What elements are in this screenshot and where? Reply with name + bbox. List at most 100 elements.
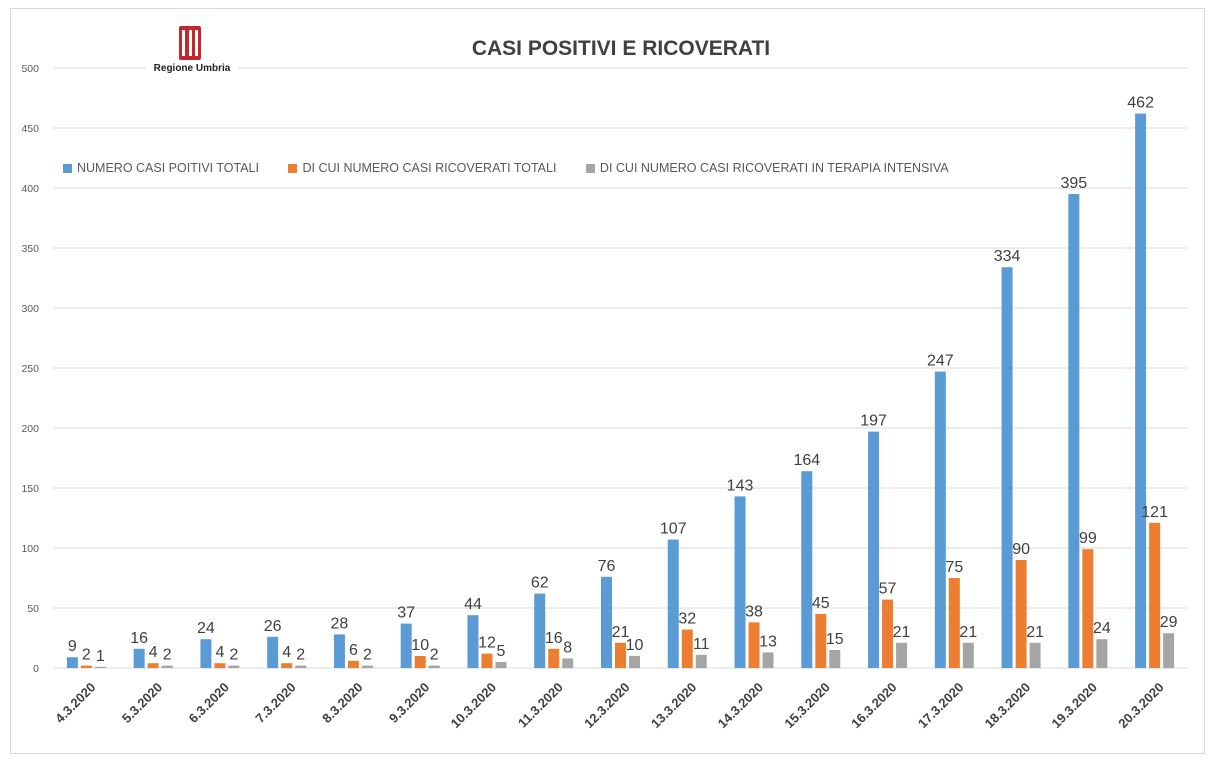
bar — [748, 622, 760, 668]
bar — [934, 371, 946, 668]
data-label: 6 — [349, 642, 358, 659]
y-tick-label: 450 — [21, 123, 39, 135]
data-label: 164 — [793, 452, 820, 469]
y-tick-label: 300 — [21, 303, 39, 315]
data-label: 44 — [464, 596, 482, 613]
bar — [295, 665, 307, 668]
chart-legend: NUMERO CASI POITIVI TOTALI DI CUI NUMERO… — [63, 161, 975, 175]
coat-of-arms-icon — [179, 26, 201, 60]
x-tick-label: 16.3.2020 — [848, 680, 900, 732]
data-label: 38 — [745, 603, 763, 620]
y-tick-label: 100 — [21, 543, 39, 555]
bar — [66, 657, 78, 668]
legend-label: DI CUI NUMERO CASI RICOVERATI IN TERAPIA… — [599, 161, 949, 175]
bar — [1082, 549, 1094, 668]
bar — [695, 654, 707, 668]
bar — [133, 648, 145, 668]
data-label: 24 — [197, 620, 215, 637]
data-label: 143 — [727, 477, 754, 494]
data-label: 11 — [693, 636, 710, 653]
bar — [815, 614, 827, 668]
legend-item-hospitalized: DI CUI NUMERO CASI RICOVERATI TOTALI — [288, 161, 556, 175]
data-label: 75 — [945, 559, 963, 576]
data-label: 21 — [893, 624, 911, 641]
bar — [762, 652, 774, 668]
x-tick-label: 9.3.2020 — [386, 680, 432, 726]
bar — [414, 656, 426, 668]
bar — [548, 648, 560, 668]
bar — [333, 634, 345, 668]
bar — [481, 653, 493, 668]
bar — [1149, 522, 1161, 668]
data-label: 197 — [860, 413, 887, 430]
chart-title: CASI POSITIVI E RICOVERATI — [471, 37, 771, 60]
legend-item-intensive-care: DI CUI NUMERO CASI RICOVERATI IN TERAPIA… — [585, 161, 949, 175]
legend-label: DI CUI NUMERO CASI RICOVERATI TOTALI — [302, 161, 557, 175]
bar — [629, 656, 640, 668]
data-label: 21 — [959, 624, 977, 641]
bar — [147, 663, 159, 668]
data-label: 45 — [812, 595, 830, 612]
data-label: 76 — [598, 558, 616, 575]
data-label: 21 — [612, 624, 630, 641]
x-tick-label: 14.3.2020 — [715, 680, 767, 732]
bar — [1029, 642, 1041, 668]
data-label: 24 — [1093, 620, 1111, 637]
bar — [829, 650, 841, 668]
x-tick-label: 11.3.2020 — [515, 680, 566, 731]
y-tick-label: 250 — [21, 363, 39, 375]
bar — [228, 665, 240, 668]
data-label: 99 — [1079, 530, 1097, 547]
data-label: 2 — [363, 647, 372, 664]
regione-umbria-logo: Regione Umbria — [146, 23, 238, 79]
x-tick-label: 10.3.2020 — [448, 680, 500, 732]
bar — [214, 663, 226, 668]
data-label: 4 — [282, 644, 291, 661]
bar — [495, 662, 507, 668]
y-tick-label: 50 — [27, 603, 39, 615]
data-label: 57 — [879, 581, 897, 598]
data-label: 462 — [1127, 95, 1154, 112]
data-label: 9 — [68, 638, 77, 655]
bar — [281, 663, 293, 668]
y-tick-label: 200 — [21, 423, 39, 435]
bar — [734, 496, 746, 668]
logo-label: Regione Umbria — [153, 63, 231, 74]
bar — [868, 431, 880, 668]
x-tick-label: 6.3.2020 — [186, 680, 232, 726]
x-tick-label: 15.3.2020 — [781, 680, 833, 732]
chart-frame: 0 50 100 150 200 250 300 350 400 450 500 9 2 1 4.3.202… — [10, 8, 1205, 754]
x-tick-label: 18.3.2020 — [982, 680, 1034, 732]
bar — [948, 578, 960, 668]
legend-label: NUMERO CASI POITIVI TOTALI — [77, 161, 259, 175]
data-label: 16 — [545, 630, 563, 647]
data-label: 12 — [478, 635, 496, 652]
bar — [667, 539, 679, 668]
y-tick-label: 400 — [21, 183, 39, 195]
bar — [1015, 560, 1027, 668]
bar — [1068, 194, 1080, 668]
x-tick-label: 17.3.2020 — [915, 680, 967, 732]
data-label: 10 — [626, 637, 644, 654]
bar — [1163, 633, 1175, 668]
legend-swatch — [288, 164, 298, 173]
bar — [161, 665, 173, 668]
data-label: 107 — [660, 521, 687, 538]
bar — [361, 665, 373, 668]
data-label: 29 — [1160, 614, 1178, 631]
bar — [801, 471, 813, 668]
y-tick-label: 150 — [21, 483, 39, 495]
data-label: 10 — [411, 637, 429, 654]
bar — [562, 658, 574, 668]
data-label: 2 — [163, 647, 172, 664]
x-tick-label: 8.3.2020 — [319, 680, 365, 726]
bar — [94, 666, 106, 668]
x-tick-label: 20.3.2020 — [1115, 680, 1167, 732]
data-label: 2 — [296, 647, 305, 664]
data-label: 1 — [96, 648, 105, 665]
x-tick-label: 4.3.2020 — [52, 680, 98, 726]
bar — [1096, 639, 1108, 668]
data-label: 90 — [1012, 541, 1030, 558]
bar — [347, 660, 359, 668]
